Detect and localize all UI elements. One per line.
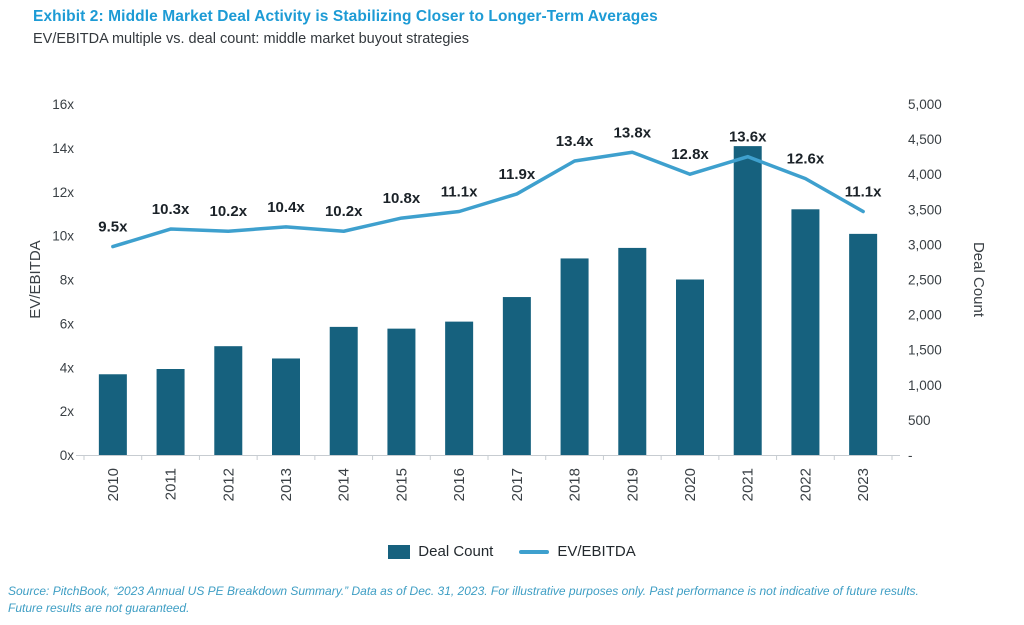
ev-ebitda-value-label: 9.5x xyxy=(98,219,128,236)
deal-count-bar xyxy=(272,358,300,455)
left-axis-tick-label: 4x xyxy=(60,360,75,375)
exhibit-subtitle: EV/EBITDA multiple vs. deal count: middl… xyxy=(33,31,470,47)
year-label: 2023 xyxy=(855,468,872,501)
left-axis-tick-label: 10x xyxy=(52,229,74,244)
right-axis-tick-label: 3,000 xyxy=(908,237,942,252)
left-axis-title: EV/EBITDA xyxy=(27,240,44,318)
deal-count-bar xyxy=(329,326,358,455)
source-note: Source: PitchBook, “2023 Annual US PE Br… xyxy=(8,583,1016,618)
right-axis-tick-label: 2,000 xyxy=(908,308,942,323)
ev-ebitda-swatch-icon xyxy=(519,549,550,554)
ev-ebitda-value-label: 10.3x xyxy=(152,201,190,218)
deal-count-bar xyxy=(560,258,589,455)
exhibit-title: Exhibit 2: Middle Market Deal Activity i… xyxy=(33,8,658,25)
legend-item-ev-ebitda: EV/EBITDA xyxy=(519,543,636,560)
right-axis-tick-label: 2,500 xyxy=(908,273,942,288)
year-label: 2014 xyxy=(336,468,353,501)
left-axis-tick-label: 16x xyxy=(52,97,74,112)
year-label: 2011 xyxy=(163,468,180,500)
source-line-2: Future results are not guaranteed. xyxy=(8,601,190,616)
year-label: 2016 xyxy=(451,468,468,501)
ev-ebitda-value-label: 13.4x xyxy=(556,133,594,150)
deal-count-bar xyxy=(849,233,878,455)
ev-ebitda-value-label: 10.8x xyxy=(383,190,421,207)
left-axis-tick-label: 2x xyxy=(60,404,75,419)
deal-count-bar xyxy=(98,374,127,455)
right-axis-tick-label: 5,000 xyxy=(908,97,942,112)
ev-ebitda-value-label: 10.2x xyxy=(325,203,363,220)
right-axis-tick-label: 1,000 xyxy=(908,378,942,393)
right-axis-tick-label: 4,000 xyxy=(908,167,942,182)
left-axis-tick-label: 0x xyxy=(60,448,75,463)
left-axis-tick-label: 6x xyxy=(60,316,75,331)
year-label: 2019 xyxy=(624,468,641,501)
right-axis-tick-label: 500 xyxy=(908,413,931,428)
year-label: 2020 xyxy=(682,468,699,501)
year-label: 2022 xyxy=(797,468,814,501)
source-line-1: Source: PitchBook, “2023 Annual US PE Br… xyxy=(8,584,919,598)
deal-count-bar xyxy=(156,369,185,455)
right-axis-tick-label: 3,500 xyxy=(908,202,942,217)
ev-ebitda-value-label: 10.2x xyxy=(210,203,248,220)
deal-count-bar xyxy=(791,209,820,455)
ev-ebitda-value-label: 13.6x xyxy=(729,129,767,146)
year-label: 2021 xyxy=(740,468,757,501)
legend-label-ev-ebitda: EV/EBITDA xyxy=(557,543,636,560)
ev-ebitda-value-label: 13.8x xyxy=(614,124,652,141)
left-axis-tick-label: 12x xyxy=(52,185,74,200)
year-label: 2015 xyxy=(393,468,410,501)
deal-count-bar xyxy=(676,279,704,455)
ev-ebitda-value-label: 11.1x xyxy=(845,183,882,200)
year-label: 2012 xyxy=(220,468,237,501)
combo-chart: 0x 2x 4x 6x 8x 10x 12x 14x 16x - 500 1,000 1,500 2,00… xyxy=(27,97,987,501)
ev-ebitda-value-label: 12.8x xyxy=(671,146,709,163)
ev-ebitda-value-label: 12.6x xyxy=(787,151,825,168)
right-axis-tick-label: 1,500 xyxy=(908,343,942,358)
legend-label-deal-count: Deal Count xyxy=(418,543,494,560)
deal-count-bar xyxy=(502,297,531,455)
ev-ebitda-value-label: 11.1x xyxy=(441,183,478,200)
deal-count-bar xyxy=(733,146,762,455)
year-label: 2017 xyxy=(509,468,526,501)
ev-ebitda-line xyxy=(111,150,865,249)
year-label: 2013 xyxy=(278,468,295,501)
right-axis-title: Deal Count xyxy=(970,242,987,318)
ev-ebitda-value-label: 11.9x xyxy=(498,166,535,183)
left-axis-tick-label: 14x xyxy=(52,141,74,156)
left-axis-tick-label: 8x xyxy=(60,273,75,288)
year-label: 2010 xyxy=(105,468,122,501)
right-axis-tick-label: - xyxy=(908,448,913,463)
deal-count-bar xyxy=(618,247,647,455)
ev-ebitda-value-label: 10.4x xyxy=(267,199,305,216)
deal-count-bar xyxy=(387,328,416,455)
right-axis-tick-label: 4,500 xyxy=(908,132,942,147)
deal-count-bar xyxy=(214,346,243,455)
deal-count-bar xyxy=(445,321,474,455)
year-label: 2018 xyxy=(567,468,584,501)
chart-legend: Deal Count EV/EBITDA xyxy=(0,543,1024,560)
legend-item-deal-count: Deal Count xyxy=(388,543,493,560)
deal-count-swatch-icon xyxy=(388,544,411,559)
